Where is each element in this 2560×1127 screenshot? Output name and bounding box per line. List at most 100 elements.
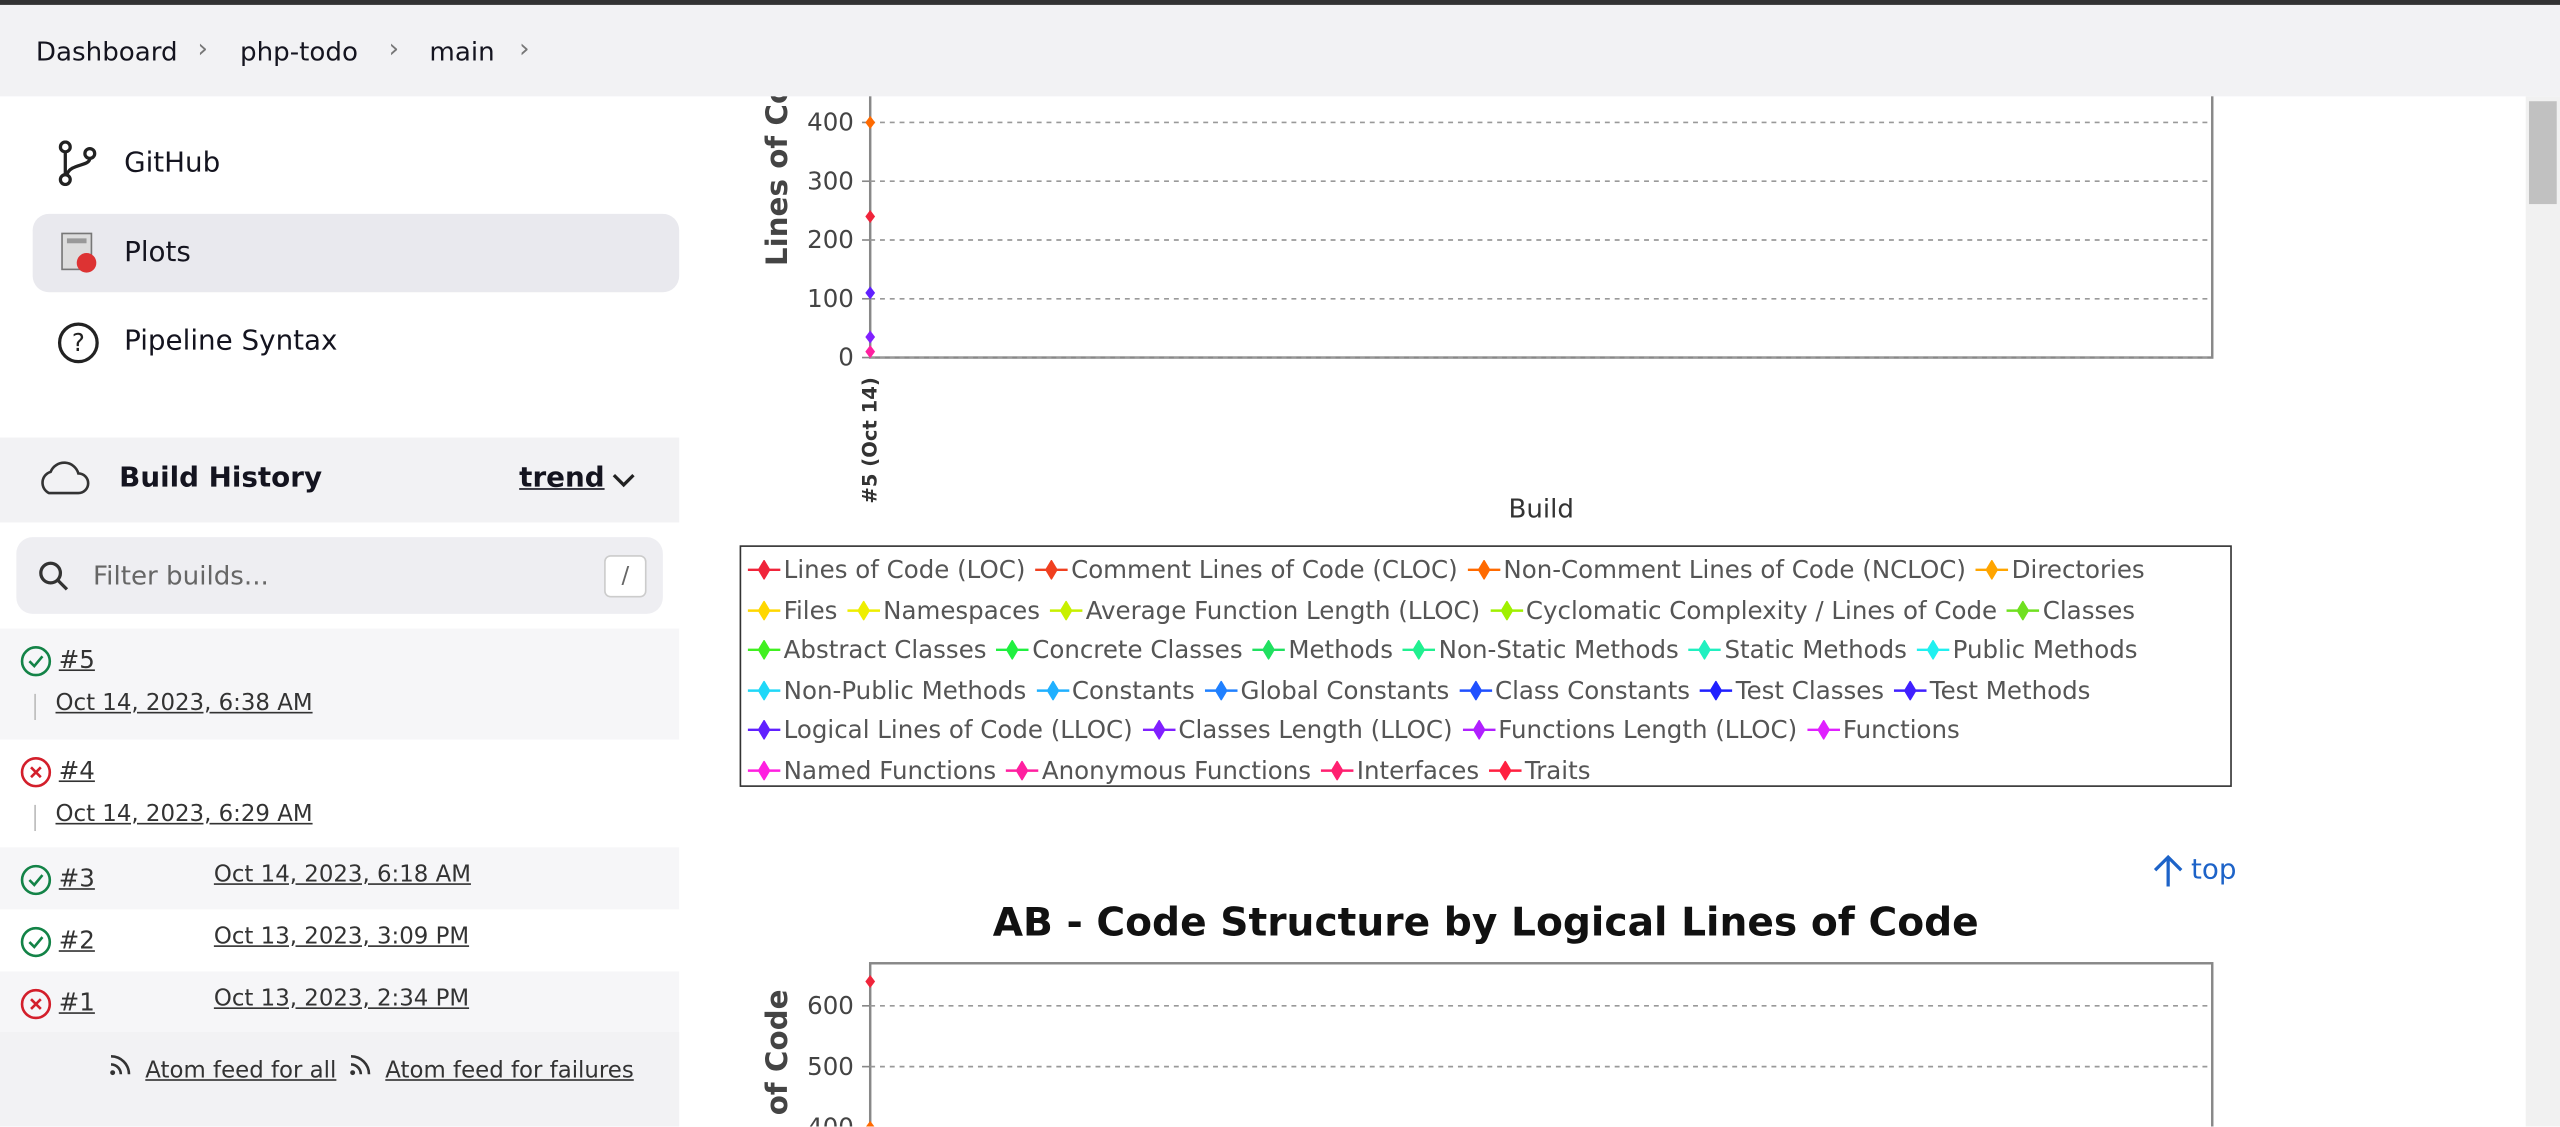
legend-label: Public Methods [1952, 635, 2138, 665]
plot-area [868, 91, 2214, 359]
legend-item: Class Constants [1459, 670, 1690, 710]
legend-item: Global Constants [1204, 670, 1449, 710]
status-icon [20, 864, 52, 896]
legend-marker [1035, 559, 1068, 581]
legend-marker [747, 639, 781, 661]
legend-label: Files [783, 595, 838, 625]
legend-label: Test Methods [1929, 675, 2091, 705]
legend-label: Class Constants [1494, 675, 1691, 705]
y-tick-label: 200 [807, 225, 854, 254]
legend-item: Anonymous Functions [1005, 750, 1311, 790]
header: Dashboard › php-todo › main › [0, 0, 2560, 97]
build-number[interactable]: #4 [58, 755, 95, 786]
legend-item: Traits [1488, 750, 1591, 790]
feed-link[interactable]: Atom feed for all [145, 1057, 337, 1085]
scrollbar-thumb[interactable] [2528, 101, 2557, 205]
legend-label: Non-Public Methods [783, 675, 1027, 705]
build-row [0, 628, 680, 740]
legend-label: Non-Static Methods [1438, 635, 1679, 665]
status-icon [20, 646, 52, 677]
svg-text:?: ? [72, 328, 85, 357]
build-history-title: Build History [119, 462, 323, 495]
y-tick-label: 500 [807, 1052, 854, 1081]
legend-marker [1204, 679, 1238, 701]
legend-marker [1049, 599, 1083, 621]
help-icon: ? [57, 322, 99, 364]
search-icon [39, 561, 69, 591]
data-point [865, 209, 876, 224]
legend-item: Public Methods [1916, 630, 2138, 670]
legend: Lines of Code (LOC) Comment Lines of Code… [739, 545, 2232, 790]
legend-item: Classes [2006, 590, 2136, 630]
legend-marker [1252, 639, 1286, 661]
legend-label: Traits [1524, 755, 1591, 785]
legend-label: Abstract Classes [783, 635, 987, 665]
legend-marker [1699, 679, 1733, 701]
legend-item: Logical Lines of Code (LLOC) [747, 710, 1133, 750]
legend-marker [2006, 599, 2040, 621]
legend-label: Classes [2042, 595, 2136, 625]
nav-item[interactable]: GitHub [124, 146, 221, 180]
build-number[interactable]: #1 [58, 987, 95, 1018]
legend-item: Non-Static Methods [1402, 630, 1679, 670]
y-tick-label: 600 [807, 991, 854, 1020]
legend-item: Directories [1975, 550, 2145, 590]
breadcrumb[interactable]: main [429, 35, 495, 67]
legend-marker [1975, 559, 2009, 581]
legend-label: Static Methods [1724, 635, 1907, 665]
x-tick-label: #5 (Oct 14) [859, 377, 882, 503]
legend-item: Interfaces [1320, 750, 1480, 790]
legend-label: Classes Length (LLOC) [1178, 715, 1453, 745]
up-arrow[interactable] [2150, 852, 2186, 888]
legend-marker [1806, 719, 1840, 741]
legend-item: Cyclomatic Complexity / Lines of Code [1489, 590, 1997, 630]
separator: › [197, 32, 209, 64]
build-date[interactable]: Oct 14, 2023, 6:29 AM [55, 801, 313, 828]
build-row [0, 909, 680, 972]
build-number[interactable]: #2 [58, 925, 95, 956]
build-number[interactable]: #3 [58, 863, 95, 894]
legend-label: Lines of Code (LOC) [783, 555, 1026, 585]
top-link[interactable]: top [2191, 853, 2237, 887]
filter-box[interactable] [16, 537, 663, 614]
breadcrumb[interactable]: Dashboard [35, 35, 178, 67]
legend-item: Lines of Code (LOC) [747, 550, 1026, 590]
github-icon [58, 140, 97, 187]
nav-item[interactable]: Plots [124, 236, 191, 270]
build-history-header [0, 437, 680, 523]
legend-item: Test Methods [1893, 670, 2091, 710]
legend-label: Comment Lines of Code (CLOC) [1071, 555, 1458, 585]
build-row [0, 971, 680, 1032]
legend-label: Functions Length (LLOC) [1498, 715, 1798, 745]
breadcrumb[interactable]: php-todo [239, 35, 358, 67]
legend-marker [1142, 719, 1176, 741]
chart-title: AB - Code Structure by Logical Lines of … [993, 901, 1979, 946]
nav-item[interactable]: Pipeline Syntax [124, 324, 338, 358]
scrollbar[interactable] [2525, 96, 2560, 1127]
legend-item: Named Functions [747, 750, 996, 790]
build-number[interactable]: #5 [58, 644, 95, 675]
build-date[interactable]: Oct 14, 2023, 6:38 AM [55, 690, 313, 717]
y-tick-label: 100 [807, 284, 854, 313]
build-date[interactable]: Oct 14, 2023, 6:18 AM [213, 862, 471, 889]
feed-link[interactable]: Atom feed for failures [385, 1057, 634, 1085]
legend-label: Interfaces [1356, 755, 1480, 785]
legend-label: Non-Comment Lines of Code (NCLOC) [1503, 555, 1966, 585]
y-tick-label: 400 [807, 1113, 854, 1127]
separator: › [519, 32, 530, 64]
legend-marker [1489, 599, 1523, 621]
build-date[interactable]: Oct 13, 2023, 2:34 PM [213, 986, 470, 1013]
filter-placeholder: Filter builds... [93, 559, 269, 592]
legend-marker [847, 599, 880, 621]
trend-link[interactable]: trend [519, 462, 605, 495]
build-date[interactable]: Oct 13, 2023, 3:09 PM [213, 924, 470, 951]
legend-marker [1005, 759, 1039, 781]
chevron[interactable] [611, 470, 637, 490]
legend-marker [747, 599, 781, 621]
legend-marker [1402, 639, 1436, 661]
legend-label: Functions [1842, 715, 1960, 745]
legend-marker [1036, 679, 1069, 701]
build-row [0, 739, 680, 848]
feeds-bar [0, 1031, 680, 1127]
